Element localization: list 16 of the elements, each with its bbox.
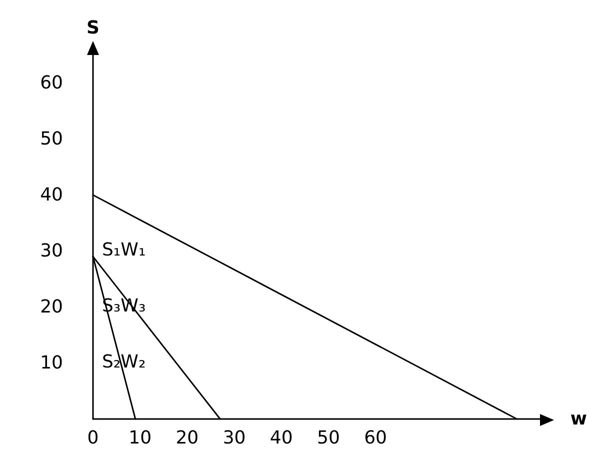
x-axis-title: w: [570, 408, 588, 430]
x-tick-label: 20: [176, 428, 199, 448]
y-tick-label: 30: [40, 240, 63, 262]
x-tick-label: 30: [222, 428, 246, 448]
x-tick-label: 50: [317, 428, 340, 448]
y-tick-label: 40: [40, 184, 63, 206]
y-tick-label: 10: [40, 352, 63, 374]
y-tick-label: 60: [40, 72, 63, 94]
y-tick-label: 20: [40, 296, 63, 318]
x-tick-label: 40: [270, 428, 293, 448]
annotation: S₁W₁: [102, 240, 146, 260]
x-tick-label: 10: [128, 428, 152, 448]
x-tick-label: 0: [87, 428, 99, 448]
y-axis-title: S: [86, 18, 100, 38]
x-tick-label: 60: [364, 428, 388, 448]
y-tick-label: 50: [40, 128, 63, 150]
